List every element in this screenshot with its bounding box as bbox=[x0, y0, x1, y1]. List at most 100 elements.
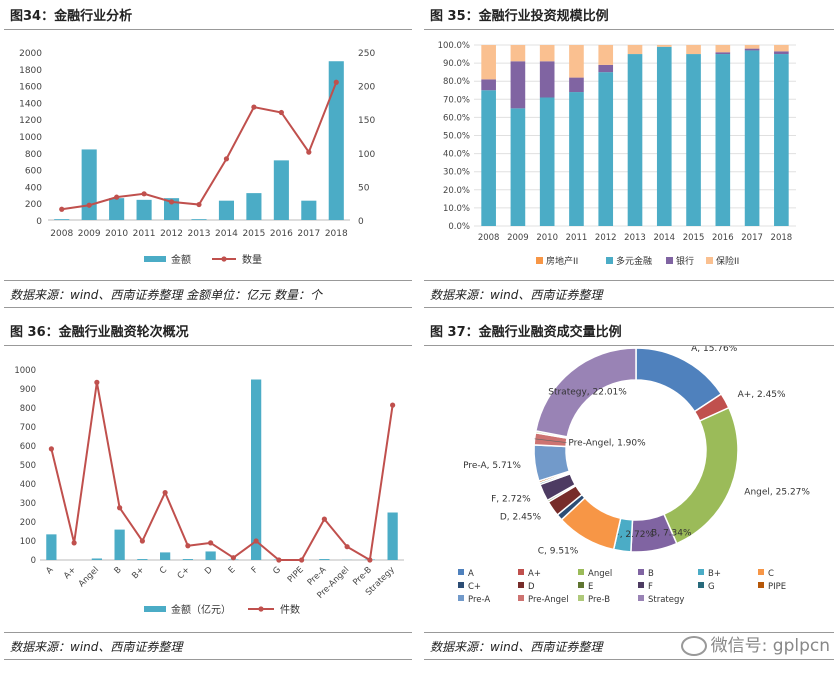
legend-swatch-Strategy bbox=[638, 595, 644, 601]
leader-line bbox=[534, 438, 567, 443]
x-tick-label: PIPE bbox=[286, 565, 306, 585]
watermark-text: 微信号: gplpcn bbox=[710, 636, 830, 656]
bar-C+ bbox=[182, 559, 193, 560]
x-tick-label: 2016 bbox=[712, 233, 734, 243]
legend-line-label: 数量 bbox=[242, 253, 262, 266]
y-tick-label: 30.0% bbox=[443, 168, 470, 178]
line-point-2011 bbox=[141, 191, 147, 197]
x-tick-label: 2011 bbox=[133, 229, 156, 239]
slice-label-A: A, 15.76% bbox=[691, 346, 738, 354]
line-point-2009 bbox=[86, 202, 92, 208]
line-point-E bbox=[230, 555, 236, 561]
bar-Pre-A bbox=[319, 559, 330, 560]
slice-Strategy bbox=[534, 347, 637, 438]
bar-2010 bbox=[109, 198, 125, 220]
fig35-source: 数据来源：wind、西南证券整理 bbox=[424, 280, 834, 308]
bar-2008-银行 bbox=[481, 79, 496, 91]
line-point-D bbox=[208, 540, 214, 546]
legend-swatch-F bbox=[638, 582, 644, 588]
fig37-chart: A, 15.76%A+, 2.45%Angel, 25.27%B, 7.34%B… bbox=[458, 346, 810, 605]
bar-2014-多元金融 bbox=[656, 46, 672, 226]
fig36-chart: 0 100 200 300 400 500 600 700 800 900 1000 A A+Angel… bbox=[14, 366, 404, 616]
slice-label-A+: A+, 2.45% bbox=[738, 390, 786, 400]
legend-swatch-Pre-A bbox=[458, 595, 464, 601]
x-tick-label: C+ bbox=[176, 565, 192, 581]
line-point-C bbox=[162, 489, 168, 496]
bar-B bbox=[114, 529, 125, 560]
slice-label-Angel: Angel, 25.27% bbox=[744, 488, 810, 498]
y-right-tick-label: 150 bbox=[358, 116, 375, 126]
line-point-Angel bbox=[94, 379, 100, 385]
legend-label-G: G bbox=[708, 582, 715, 592]
slice-label-D: D, 2.45% bbox=[500, 513, 542, 523]
watermark: 微信号: gplpcn bbox=[680, 631, 830, 656]
x-tick-label: 2014 bbox=[653, 233, 675, 243]
legend-label-D: D bbox=[528, 582, 535, 592]
bar-2008 bbox=[54, 219, 70, 220]
line-point-A+ bbox=[71, 540, 77, 546]
y-left-tick-label: 1800 bbox=[19, 66, 42, 76]
bar-2014-保险II bbox=[656, 45, 672, 47]
fig35-title: 图 35：金融行业投资规模比例 bbox=[424, 4, 834, 30]
line-point-2017 bbox=[306, 149, 312, 155]
y-tick-label: 500 bbox=[20, 461, 36, 471]
legend-swatch-Pre-Angel bbox=[518, 595, 524, 601]
legend-label-B+: B+ bbox=[708, 569, 721, 579]
line-point-2012 bbox=[168, 199, 175, 205]
line-point-2016 bbox=[278, 109, 284, 116]
bar-2015-多元金融 bbox=[686, 54, 701, 226]
y-tick-label: 10.0% bbox=[443, 204, 470, 214]
y-left-tick-label: 1400 bbox=[19, 99, 42, 109]
y-tick-label: 0 bbox=[31, 556, 36, 566]
legend-bar-swatch bbox=[144, 256, 166, 262]
legend-swatch bbox=[606, 257, 613, 264]
panel-fig34: 图34：金融行业分析 0 200 400 600 800 1000 1200 1400 1600… bbox=[4, 4, 412, 308]
bar-2009-保险II bbox=[510, 45, 526, 62]
bar-Angel bbox=[91, 558, 102, 560]
y-tick-label: 600 bbox=[20, 442, 36, 452]
legend-label-E: E bbox=[588, 582, 593, 592]
x-tick-label: 2014 bbox=[215, 229, 238, 239]
x-tick-label: A+ bbox=[62, 565, 78, 581]
line-point-Pre-B bbox=[367, 557, 373, 563]
legend-swatch-B+ bbox=[698, 569, 704, 575]
fig36-source: 数据来源：wind、西南证券整理 bbox=[4, 632, 412, 660]
bar-2009 bbox=[81, 149, 97, 220]
legend-swatch-Pre-B bbox=[578, 595, 584, 601]
y-tick-label: 20.0% bbox=[443, 186, 470, 196]
bar-2011-银行 bbox=[569, 77, 584, 93]
y-tick-label: 200 bbox=[20, 518, 36, 528]
x-tick-label: 2015 bbox=[683, 233, 705, 243]
bar-2014 bbox=[218, 200, 235, 220]
legend-line-marker bbox=[221, 256, 227, 262]
bar-2017-多元金融 bbox=[744, 50, 760, 227]
bar-C bbox=[160, 552, 171, 560]
slice-label-Pre-Angel: Pre-Angel, 1.90% bbox=[568, 439, 646, 449]
line-point-G bbox=[276, 557, 282, 563]
line-point-2018 bbox=[333, 79, 339, 85]
legend-label-C: C bbox=[768, 569, 774, 579]
fig34-chart: 0 200 400 600 800 1000 1200 1400 1600 1800 2000 0 50… bbox=[19, 49, 375, 266]
y-left-tick-label: 200 bbox=[25, 200, 42, 210]
legend-swatch-G bbox=[698, 582, 704, 588]
fig35-chart: 0.0% 10.0% 20.0% 30.0% 40.0% 50.0% 60.0% 70.0% 8… bbox=[438, 41, 796, 267]
y-tick-label: 70.0% bbox=[443, 95, 470, 105]
bar-2011-保险II bbox=[569, 45, 584, 78]
y-tick-label: 900 bbox=[20, 385, 36, 395]
x-tick-label: 2008 bbox=[478, 233, 500, 243]
x-tick-label: 2010 bbox=[536, 233, 558, 243]
legend-label-F: F bbox=[648, 582, 653, 592]
x-tick-label: C bbox=[158, 565, 169, 576]
y-tick-label: 0.0% bbox=[448, 222, 470, 232]
bar-2016-银行 bbox=[715, 52, 731, 55]
y-tick-label: 80.0% bbox=[443, 77, 470, 87]
y-tick-label: 40.0% bbox=[443, 150, 470, 160]
legend-label-Pre-A: Pre-A bbox=[468, 595, 490, 605]
legend-swatch-D bbox=[518, 582, 524, 588]
x-tick-label: 2016 bbox=[270, 229, 293, 239]
x-tick-label: F bbox=[250, 565, 261, 576]
x-tick-label: G bbox=[271, 565, 283, 577]
legend-swatch bbox=[706, 257, 713, 264]
bar-2018 bbox=[328, 61, 344, 221]
bar-2016-保险II bbox=[715, 45, 731, 53]
